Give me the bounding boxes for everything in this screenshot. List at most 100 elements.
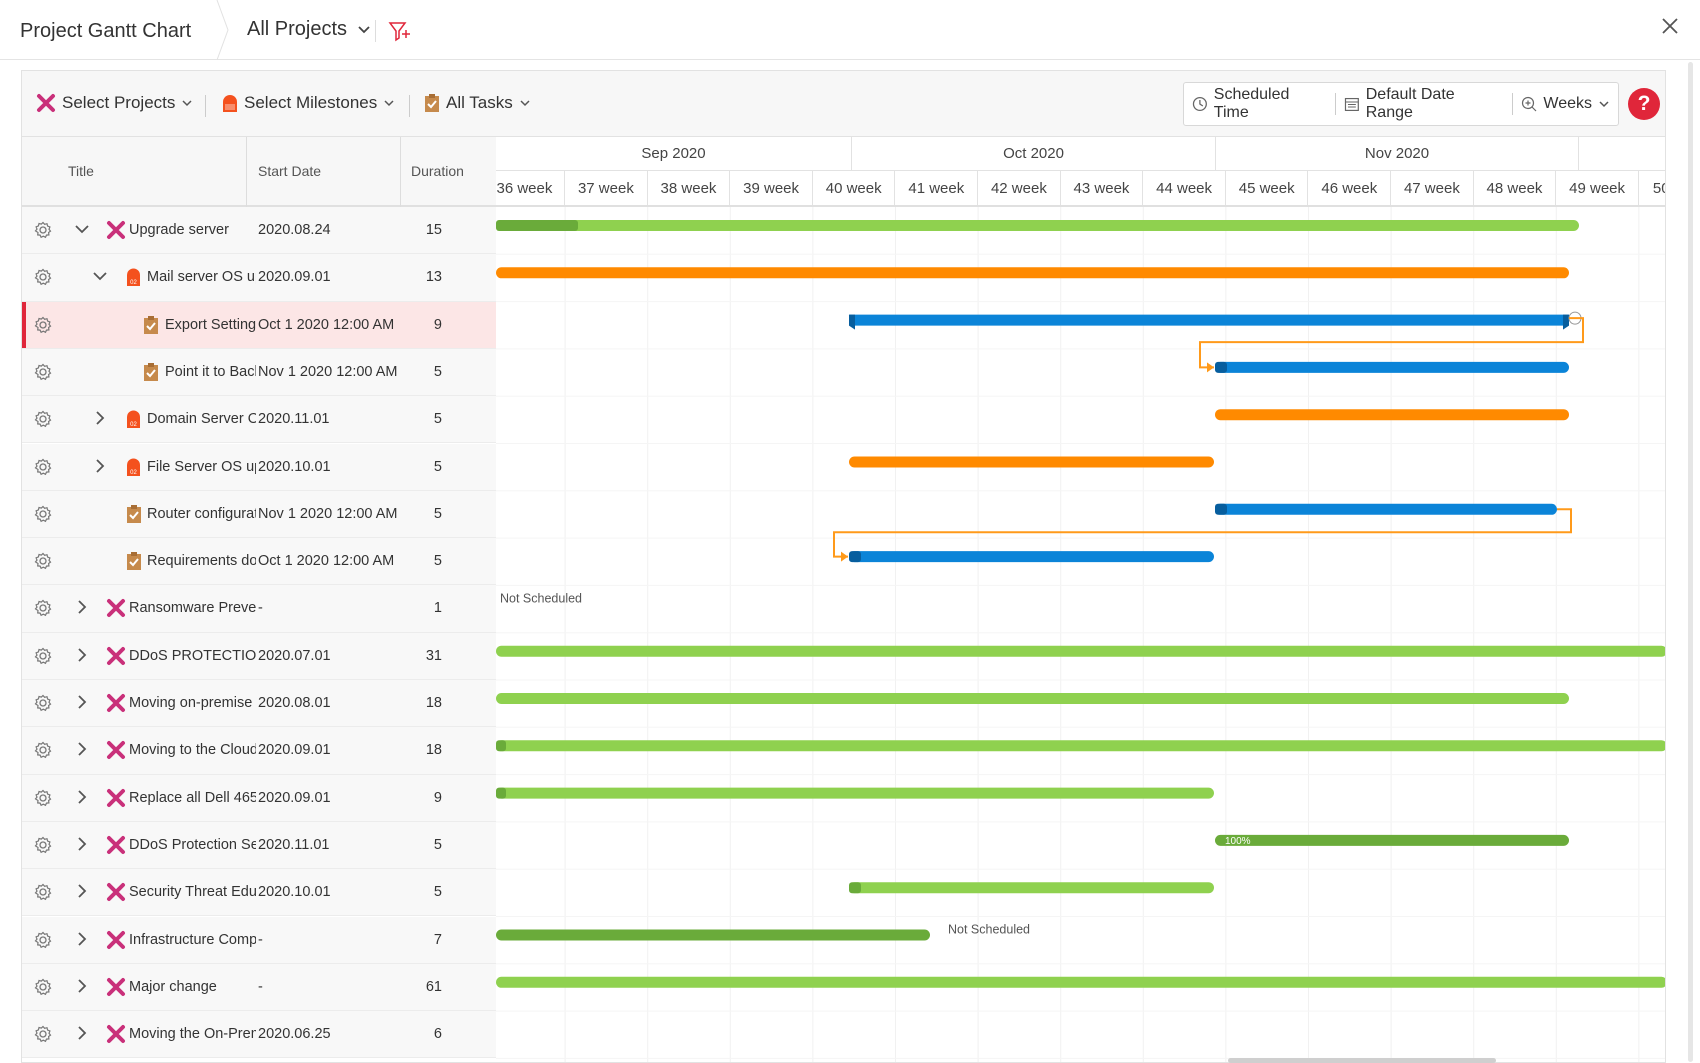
table-row[interactable]: Major change - 61 (22, 963, 496, 1012)
row-title[interactable]: Moving to the Cloud (129, 742, 256, 759)
date-range-button[interactable]: Default Date Range (1336, 86, 1512, 122)
row-title[interactable]: Requirements document (147, 553, 256, 570)
bar-progress[interactable] (1215, 361, 1227, 373)
gantt-bar[interactable] (849, 882, 1214, 894)
chevron-right-icon[interactable] (92, 458, 108, 478)
column-divider[interactable] (400, 137, 401, 207)
filter-add-icon[interactable] (388, 20, 412, 42)
column-header-start-date[interactable]: Start Date (258, 163, 322, 179)
chevron-right-icon[interactable] (74, 883, 90, 903)
gear-icon[interactable] (34, 694, 52, 716)
column-header-title[interactable]: Title (68, 163, 94, 179)
gear-icon[interactable] (34, 931, 52, 953)
row-title[interactable]: Ransomware Prevention (129, 600, 256, 617)
chevron-right-icon[interactable] (92, 410, 108, 430)
gear-icon[interactable] (34, 316, 52, 338)
gantt-bar[interactable] (1215, 834, 1569, 846)
select-projects-dropdown[interactable]: Select Projects (36, 93, 193, 113)
chevron-right-icon[interactable] (74, 1025, 90, 1045)
gear-icon[interactable] (34, 221, 52, 243)
row-title[interactable]: DDoS PROTECTION (129, 647, 256, 664)
bar-resize-handle[interactable] (1563, 314, 1569, 330)
chevron-right-icon[interactable] (74, 599, 90, 619)
chevron-right-icon[interactable] (74, 789, 90, 809)
close-icon[interactable] (1660, 16, 1680, 36)
column-divider[interactable] (246, 137, 247, 207)
vertical-scrollbar[interactable] (1688, 62, 1693, 1062)
gantt-bar[interactable] (496, 267, 1569, 279)
gantt-bar[interactable] (496, 787, 1214, 799)
bar-resize-handle[interactable] (849, 314, 855, 330)
table-row[interactable]: 02 File Server OS upgrade2020.10.01 5 (22, 443, 496, 491)
gantt-bar[interactable] (849, 551, 1214, 563)
gantt-bar[interactable] (496, 976, 1666, 988)
table-row[interactable]: Export Settings Oct 1 2020 12:00 AM 9 (22, 301, 496, 349)
row-title[interactable]: Replace all Dell 465 (129, 789, 256, 806)
row-title[interactable]: Infrastructure Compliance (129, 931, 256, 948)
gear-icon[interactable] (34, 410, 52, 432)
gear-icon[interactable] (34, 552, 52, 574)
scheduled-time-button[interactable]: Scheduled Time (1184, 86, 1335, 122)
row-title[interactable]: Moving the On-Premise (129, 1026, 256, 1043)
gear-icon[interactable] (34, 978, 52, 1000)
bar-progress[interactable] (496, 787, 506, 799)
table-row[interactable]: Upgrade server 2020.08.24 15 (22, 207, 496, 255)
gantt-bar[interactable] (849, 314, 1569, 326)
gantt-bar[interactable] (496, 693, 1569, 704)
gear-icon[interactable] (34, 458, 52, 480)
bar-progress[interactable] (849, 551, 861, 563)
table-row[interactable]: Point it to BackupNov 1 2020 12:00 AM 5 (22, 348, 496, 397)
table-row[interactable]: DDoS Protection Service2020.11.01 5 (22, 821, 496, 870)
gear-icon[interactable] (34, 883, 52, 905)
chevron-right-icon[interactable] (74, 931, 90, 951)
gear-icon[interactable] (34, 789, 52, 811)
chevron-right-icon[interactable] (74, 978, 90, 998)
gear-icon[interactable] (34, 505, 52, 527)
all-tasks-dropdown[interactable]: All Tasks (424, 93, 531, 113)
gantt-bar[interactable] (496, 740, 1666, 752)
table-row[interactable]: Security Threat Education2020.10.01 5 (22, 869, 496, 917)
gantt-bar[interactable] (849, 456, 1214, 468)
zoom-level-dropdown[interactable]: Weeks (1513, 95, 1618, 113)
table-row[interactable]: Ransomware Prevention- 1 (22, 585, 496, 633)
row-title[interactable]: Mail server OS upgrade (147, 269, 256, 286)
column-header-duration[interactable]: Duration (411, 163, 464, 179)
gear-icon[interactable] (34, 836, 52, 858)
gear-icon[interactable] (34, 741, 52, 763)
help-button[interactable]: ? (1628, 88, 1660, 120)
table-row[interactable]: Moving the On-Premise2020.06.25 6 (22, 1011, 496, 1059)
bar-progress[interactable] (496, 220, 578, 231)
row-title[interactable]: DDoS Protection Service (129, 836, 256, 853)
gantt-bar[interactable] (1215, 503, 1557, 515)
gantt-bar[interactable] (496, 929, 930, 941)
row-title[interactable]: Security Threat Education (129, 884, 256, 901)
table-row[interactable]: Requirements documentOct 1 2020 12:00 AM… (22, 538, 496, 586)
table-row[interactable]: Infrastructure Compliance- 7 (22, 916, 496, 964)
chevron-right-icon[interactable] (74, 647, 90, 667)
gear-icon[interactable] (34, 647, 52, 669)
gantt-bar[interactable] (496, 220, 1579, 231)
bar-progress[interactable] (1215, 503, 1227, 515)
chevron-down-icon[interactable] (74, 221, 90, 241)
row-title[interactable]: Point it to Backup (165, 363, 256, 380)
chevron-right-icon[interactable] (74, 694, 90, 714)
bar-progress[interactable] (849, 882, 861, 894)
bar-progress[interactable] (496, 740, 506, 752)
chevron-right-icon[interactable] (74, 836, 90, 856)
gear-icon[interactable] (34, 363, 52, 385)
table-row[interactable]: DDoS PROTECTION 2020.07.01 31 (22, 632, 496, 680)
table-row[interactable]: Router configurationNov 1 2020 12:00 AM 5 (22, 490, 496, 539)
row-title[interactable]: Upgrade server (129, 222, 229, 238)
horizontal-scrollbar[interactable] (1228, 1058, 1496, 1063)
table-row[interactable]: Replace all Dell 465 2020.09.01 9 (22, 774, 496, 822)
row-title[interactable]: Domain Server OS upgrade (147, 411, 256, 428)
gantt-bar[interactable] (1215, 409, 1569, 421)
row-title[interactable]: File Server OS upgrade (147, 458, 256, 475)
row-title[interactable]: Major change (129, 978, 217, 995)
gantt-bar[interactable] (496, 645, 1666, 657)
chevron-down-icon[interactable] (92, 268, 108, 288)
row-title[interactable]: Router configuration (147, 505, 256, 522)
table-row[interactable]: 02 Mail server OS upgrade2020.09.01 13 (22, 254, 496, 302)
table-row[interactable]: 02 Domain Server OS upgrade2020.11.01 5 (22, 396, 496, 444)
row-title[interactable]: Export Settings (165, 316, 256, 333)
